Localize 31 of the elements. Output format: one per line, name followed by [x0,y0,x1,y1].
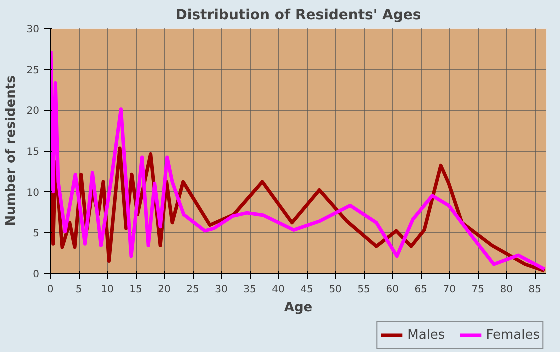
x-tick-label: 45 [300,284,314,296]
y-axis-title: Number of residents [4,75,19,226]
x-tick-label: 65 [414,284,428,296]
x-tick-label: 0 [47,284,54,296]
y-tick-label: 20 [26,106,40,118]
x-tick-label: 30 [215,284,228,296]
legend-label: Females [486,328,540,342]
y-tick-label: 30 [26,24,40,36]
line-series [50,50,546,272]
x-tick-label: 20 [158,284,171,296]
y-tick-label: 15 [26,147,40,158]
y-tick-label: 25 [26,65,40,76]
chart-title: Distribution of Residents' Ages [176,8,422,24]
x-tick-label: 70 [443,284,456,296]
x-tick-label: 50 [329,284,342,296]
y-tick-label: 0 [33,270,40,280]
x-tick-label: 35 [244,284,256,296]
x-tick-label: 25 [186,284,200,296]
x-tick-label: 15 [130,284,142,296]
x-tick-label: 10 [101,284,114,296]
x-axis-title: Age [284,300,313,316]
y-tick-label: 10 [26,188,40,199]
x-tick-label: 40 [272,284,285,296]
legend-label: Males [408,328,446,342]
x-tick-label: 55 [358,284,370,296]
x-tick-label: 5 [76,284,82,296]
y-tick-label: 5 [33,228,40,240]
x-tick-label: 60 [386,284,399,296]
x-tick-label: 75 [472,284,484,296]
x-tick-label: 80 [500,284,513,296]
x-tick-label: 85 [528,284,542,296]
